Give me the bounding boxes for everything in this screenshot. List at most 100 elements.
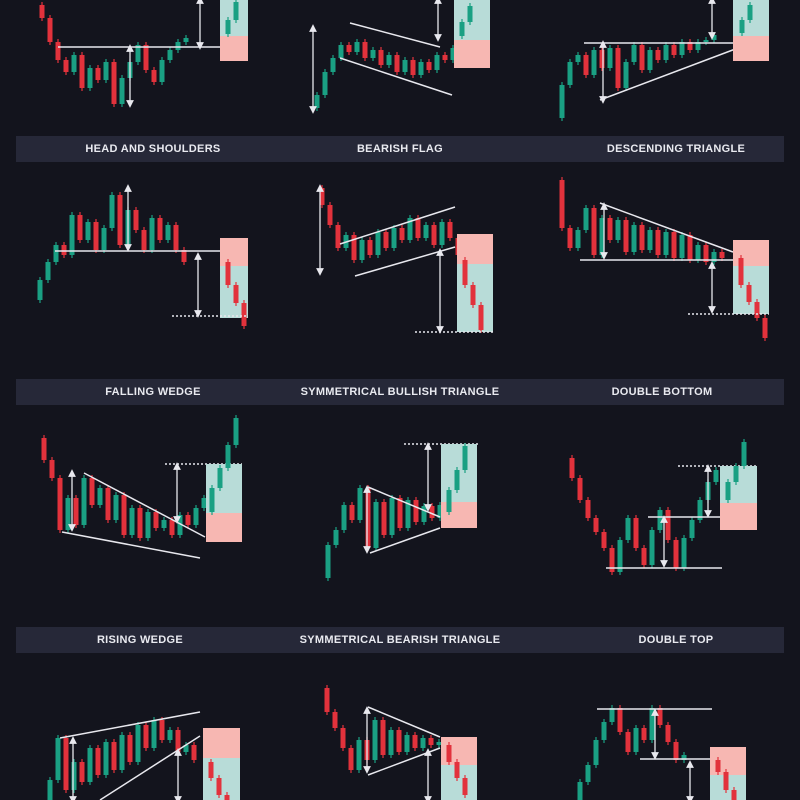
pattern-title-double-bottom: DOUBLE BOTTOM — [611, 386, 713, 398]
candle — [209, 488, 215, 512]
candle — [349, 505, 355, 520]
candle — [153, 512, 159, 528]
candle — [143, 45, 149, 70]
candle — [407, 218, 413, 240]
candle — [332, 712, 338, 728]
candle — [625, 732, 631, 752]
candle — [53, 245, 59, 262]
candle — [367, 240, 373, 255]
candle — [423, 225, 429, 238]
candle — [359, 240, 365, 260]
candle — [57, 478, 63, 530]
candle — [109, 195, 115, 228]
candle — [585, 500, 591, 518]
candle — [713, 470, 719, 482]
candle — [81, 478, 87, 525]
candle — [365, 488, 371, 548]
candle — [127, 735, 133, 762]
candle — [647, 230, 653, 250]
candle — [55, 738, 61, 780]
candle — [434, 55, 440, 70]
candle — [241, 303, 247, 326]
candle — [173, 225, 179, 250]
candle — [93, 222, 99, 250]
candle — [225, 445, 231, 468]
candle — [591, 50, 597, 75]
wedge-upper-line — [83, 472, 206, 538]
candle — [378, 50, 384, 65]
candle — [467, 6, 473, 22]
candle — [412, 735, 418, 748]
stop-zone — [220, 238, 248, 266]
candle — [711, 252, 717, 262]
candle — [447, 222, 453, 238]
candle — [478, 305, 484, 330]
candle — [633, 518, 639, 548]
candle — [133, 210, 139, 230]
candle — [623, 62, 629, 88]
candle — [73, 498, 79, 525]
candle — [410, 60, 416, 75]
candle — [715, 760, 721, 772]
candle — [95, 748, 101, 775]
stop-zone — [206, 513, 242, 542]
candle — [208, 762, 214, 778]
candle — [119, 78, 125, 104]
pattern-inverse-head-and-shoulders — [39, 0, 248, 108]
candle — [217, 468, 223, 488]
candle — [673, 540, 679, 568]
candle — [442, 55, 448, 60]
candle — [69, 215, 75, 255]
candle — [380, 720, 386, 755]
candle — [79, 762, 85, 782]
candle — [55, 42, 61, 60]
candle — [121, 495, 127, 535]
candle — [459, 22, 465, 36]
candle — [45, 262, 51, 280]
pattern-title-rising-wedge: RISING WEDGE — [96, 634, 184, 646]
candle — [333, 530, 339, 545]
pattern-bullish-flag — [309, 0, 490, 114]
candle — [567, 62, 573, 85]
candle — [607, 48, 613, 68]
wedge-upper-line — [59, 711, 201, 739]
candle — [175, 42, 181, 50]
candle — [673, 742, 679, 760]
candle — [679, 42, 685, 55]
pattern-symmetrical-bearish-triangle — [324, 685, 477, 800]
candle — [593, 518, 599, 532]
candle — [617, 540, 623, 572]
candle — [725, 482, 731, 500]
candle — [649, 708, 655, 740]
candle — [420, 738, 426, 748]
candle — [388, 730, 394, 755]
candle — [593, 740, 599, 765]
candle — [233, 285, 239, 303]
candle — [119, 735, 125, 770]
candle — [37, 280, 43, 300]
candle — [77, 215, 83, 240]
candle — [391, 228, 397, 248]
candle — [741, 442, 747, 466]
candle — [87, 68, 93, 88]
stop-zone — [441, 502, 477, 528]
pattern-ascending-triangle — [559, 0, 769, 121]
candle — [101, 228, 107, 250]
candle — [103, 742, 109, 775]
candle — [85, 222, 91, 240]
descending-resistance-line — [599, 202, 734, 253]
candle — [633, 728, 639, 752]
candle — [348, 748, 354, 770]
pattern-title-double-top: DOUBLE TOP — [638, 634, 714, 646]
candle — [177, 515, 183, 535]
candle — [402, 60, 408, 72]
candle — [111, 62, 117, 104]
candle — [470, 285, 476, 305]
candle — [569, 458, 575, 478]
candle — [97, 488, 103, 505]
candle — [167, 50, 173, 60]
candle — [103, 62, 109, 80]
candle — [657, 510, 663, 530]
candle — [738, 258, 744, 285]
candle — [703, 245, 709, 262]
